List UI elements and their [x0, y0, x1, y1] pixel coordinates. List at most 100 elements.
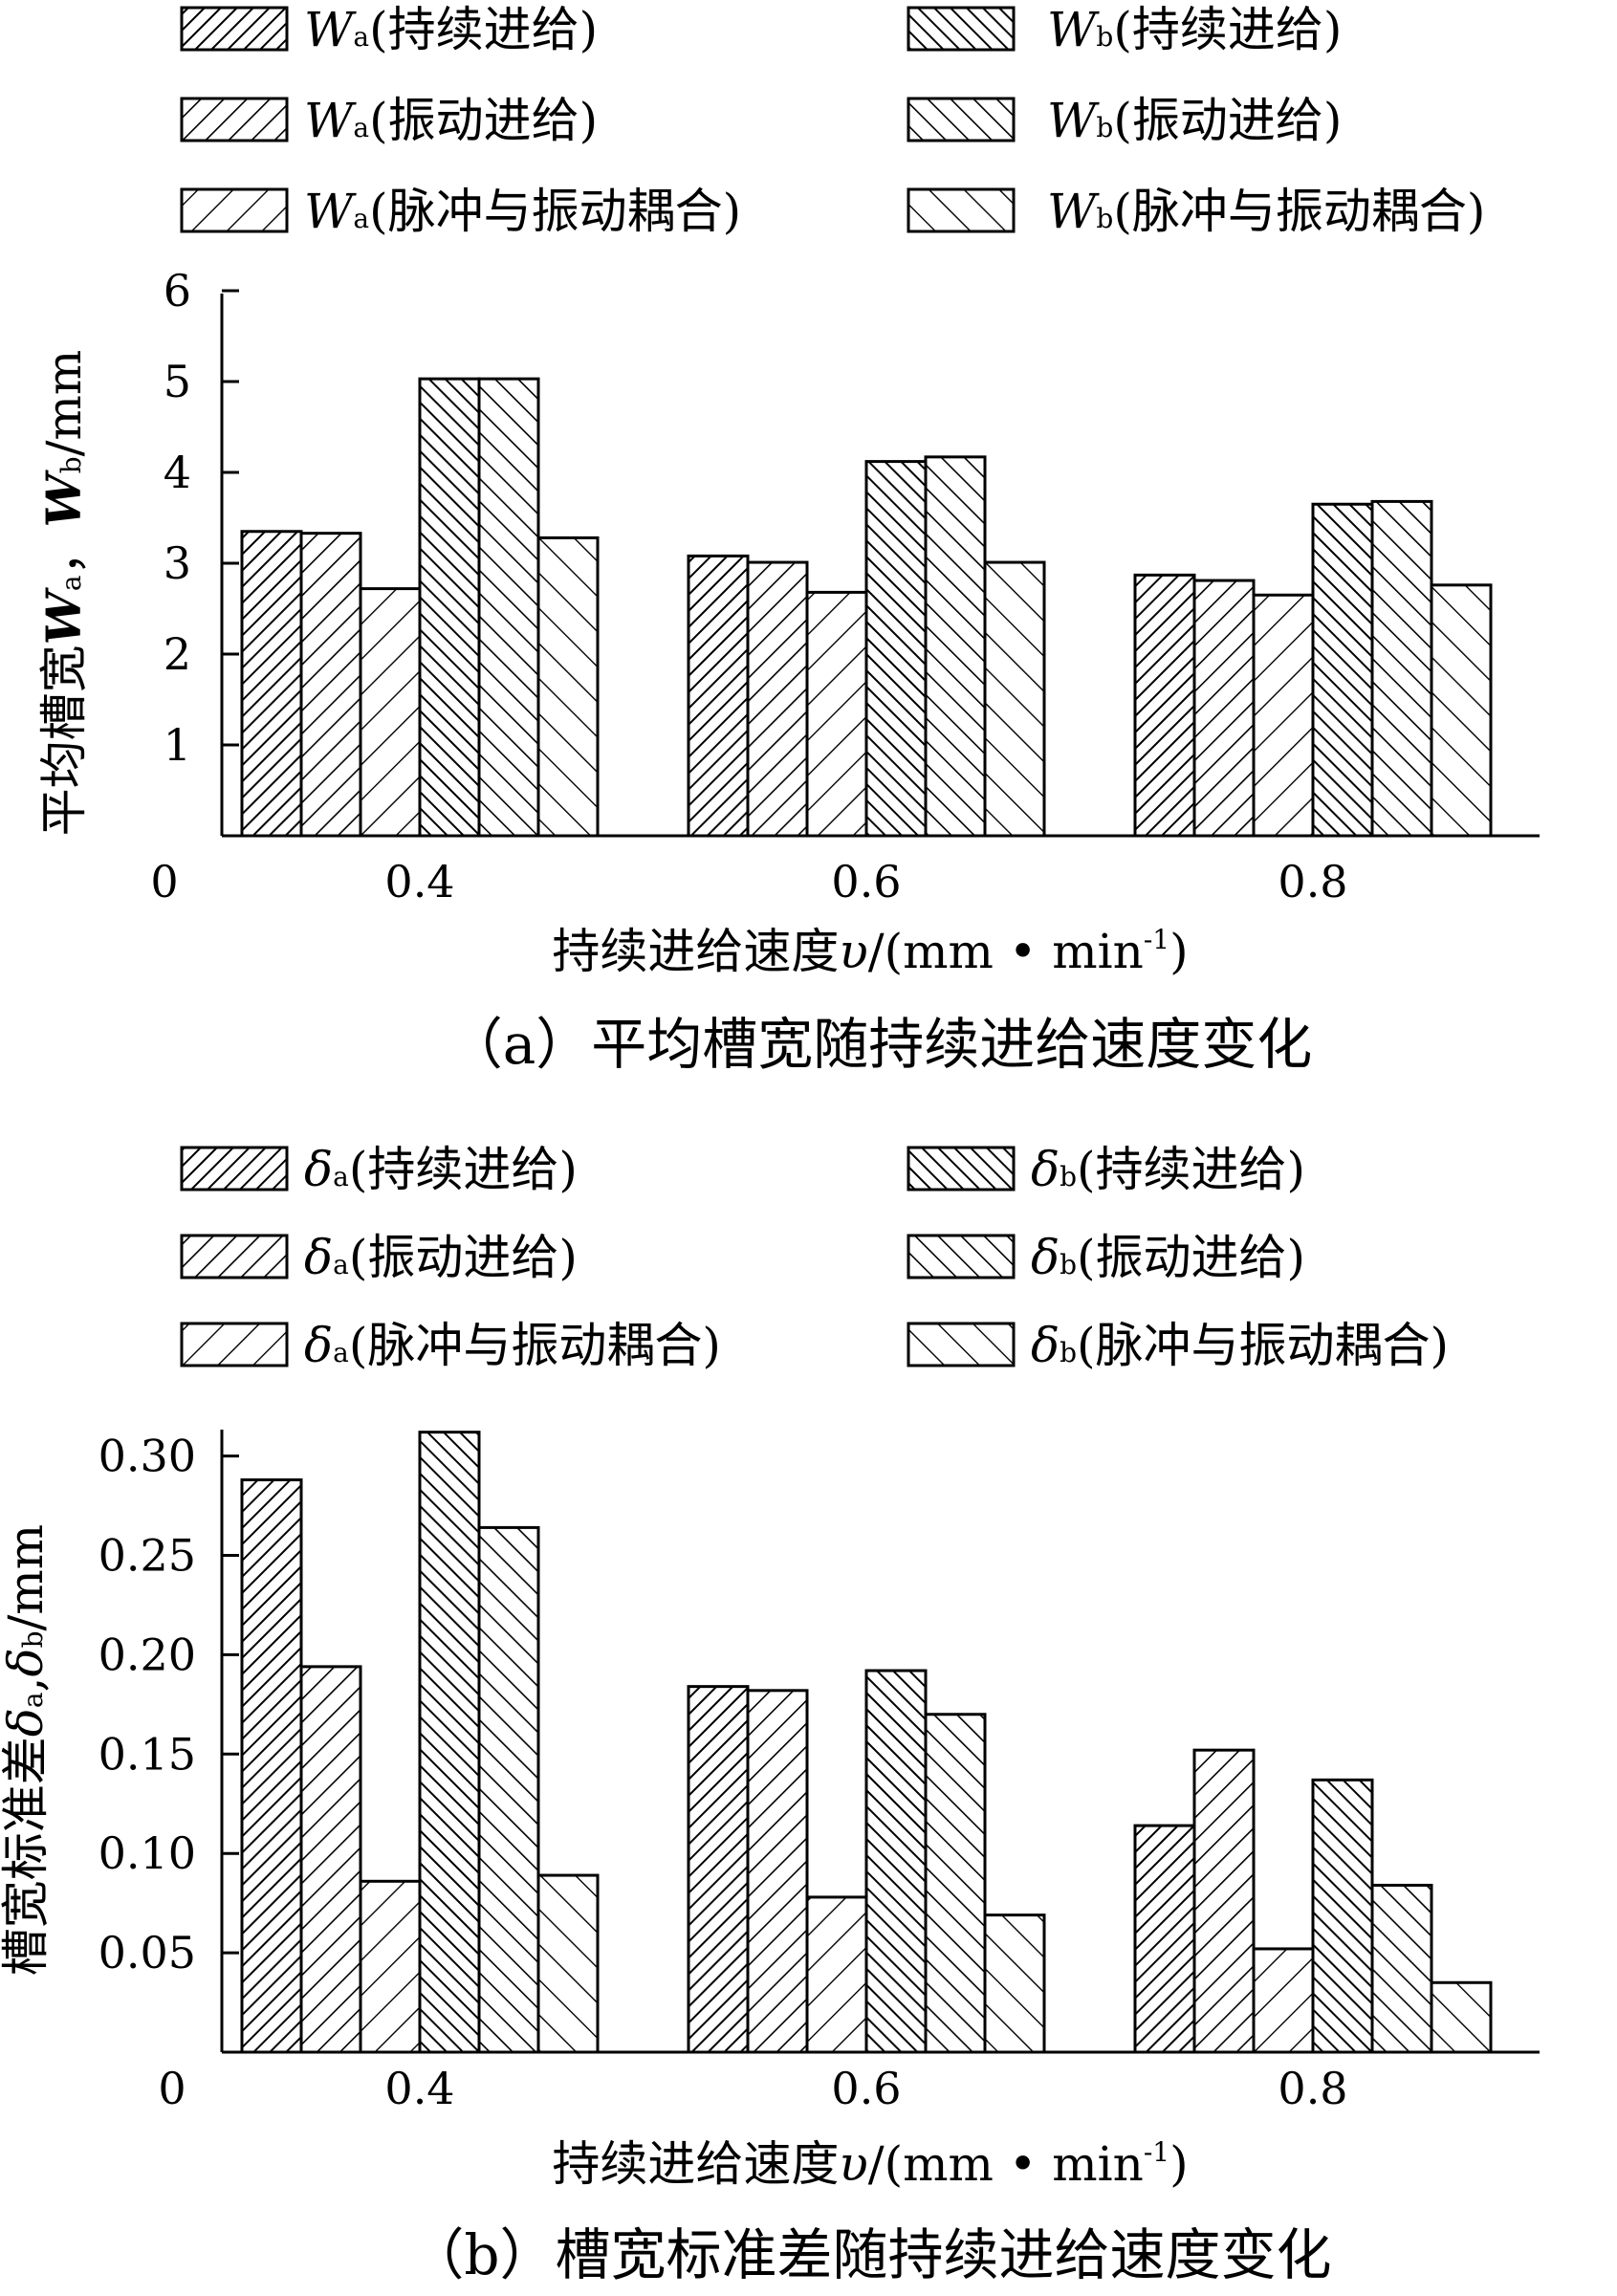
legend-item: Wa(振动进给)	[180, 93, 598, 148]
bar	[983, 560, 1046, 838]
bar	[864, 460, 928, 838]
bar	[805, 1895, 868, 2054]
legend-label: (持续进给)	[369, 2, 598, 57]
legend-swatch	[907, 97, 1016, 142]
legend-swatch	[180, 1234, 289, 1279]
legend-symbol: W	[304, 2, 357, 57]
svg-text:Wa(振动进给): Wa(振动进给)	[304, 93, 598, 148]
legend-symbol: W	[1047, 93, 1100, 148]
bar	[1370, 1883, 1433, 2054]
chart-title: （b）槽宽标准差随持续进给速度变化	[408, 2222, 1331, 2287]
x-tick-label: 0.6	[831, 2063, 901, 2114]
legend-swatch	[907, 6, 1016, 52]
legend-subscript: b	[1096, 21, 1113, 53]
legend-swatch	[907, 187, 1016, 233]
origin-label: 0	[150, 856, 178, 907]
y-tick-label: 2	[164, 628, 191, 680]
y-tick-label: 6	[164, 265, 191, 317]
bars-a	[240, 377, 1493, 838]
legend-a: Wa(持续进给) Wa(振动进给) Wa(脉冲与振动耦合) Wb(持续进给) W…	[180, 2, 1485, 239]
legend-label: (振动进给)	[1077, 1230, 1305, 1285]
legend-item: Wb(持续进给)	[907, 2, 1342, 57]
x-tick-label: 0.6	[831, 856, 901, 907]
svg-text:Wb(振动进给): Wb(振动进给)	[1047, 93, 1342, 148]
panel-b: δa(持续进给) δa(振动进给) δa(脉冲与振动耦合) δb(持续进给) δ…	[0, 1142, 1540, 2287]
legend-label: (脉冲与振动耦合)	[1077, 1318, 1449, 1373]
legend-swatch	[180, 187, 289, 233]
legend-symbol: δ	[1031, 1318, 1060, 1373]
y-tick-label: 0.15	[98, 1728, 196, 1780]
y-tick-label: 0.20	[98, 1629, 196, 1680]
legend-symbol: W	[304, 93, 357, 148]
legend-item: Wa(持续进给)	[180, 2, 598, 57]
legend-item: δb(持续进给)	[907, 1142, 1305, 1197]
legend-item: δa(脉冲与振动耦合)	[180, 1318, 721, 1373]
svg-text:δb(振动进给): δb(振动进给)	[1031, 1230, 1305, 1285]
bar	[1192, 1748, 1256, 2054]
svg-text:δa(脉冲与振动耦合): δa(脉冲与振动耦合)	[304, 1318, 721, 1373]
bar	[1430, 1980, 1493, 2054]
bar	[1430, 583, 1493, 838]
legend-label: (脉冲与振动耦合)	[1113, 184, 1485, 239]
bar	[1192, 579, 1256, 838]
svg-text:δb(脉冲与振动耦合): δb(脉冲与振动耦合)	[1031, 1318, 1449, 1373]
bar	[805, 590, 868, 838]
bar	[359, 1879, 422, 2054]
bar	[536, 1873, 600, 2054]
legend-swatch	[907, 1146, 1016, 1192]
legend-swatch	[180, 97, 289, 142]
legend-symbol: W	[1047, 184, 1100, 239]
bar	[1252, 1947, 1315, 2054]
legend-swatch	[180, 1322, 289, 1367]
legend-symbol: δ	[304, 1318, 333, 1373]
x-tick-label: 0.4	[384, 2063, 454, 2114]
bar	[536, 536, 600, 838]
legend-item: δb(脉冲与振动耦合)	[907, 1318, 1449, 1373]
legend-swatch	[907, 1322, 1016, 1367]
legend-subscript: a	[333, 1249, 349, 1280]
legend-symbol: δ	[1031, 1230, 1060, 1285]
bar	[1311, 1778, 1374, 2054]
legend-subscript: b	[1096, 112, 1113, 143]
bars-b	[240, 1431, 1493, 2054]
legend-symbol: W	[1047, 2, 1100, 57]
legend-swatch	[180, 6, 289, 52]
legend-subscript: a	[353, 112, 369, 143]
legend-subscript: a	[353, 203, 369, 234]
legend-symbol: δ	[304, 1142, 333, 1197]
legend-label: (振动进给)	[1113, 93, 1342, 148]
legend-symbol: δ	[304, 1230, 333, 1285]
legend-label: (振动进给)	[349, 1230, 578, 1285]
bar	[864, 1669, 928, 2054]
legend-symbol: W	[304, 184, 357, 239]
legend-subscript: a	[353, 21, 369, 53]
x-axis-label: 持续进给速度υ/(mm • min-1)	[552, 2136, 1188, 2192]
y-tick-label: 4	[164, 447, 191, 498]
bar	[418, 1431, 481, 2054]
legend-b: δa(持续进给) δa(振动进给) δa(脉冲与振动耦合) δb(持续进给) δ…	[180, 1142, 1449, 1373]
x-axis-ticks-a: 0.4 0.6 0.8	[384, 856, 1347, 907]
bar	[1252, 593, 1315, 838]
legend-subscript: b	[1096, 203, 1113, 234]
legend-subscript: b	[1060, 1337, 1077, 1368]
svg-text:Wb(持续进给): Wb(持续进给)	[1047, 2, 1342, 57]
legend-subscript: a	[333, 1337, 349, 1368]
y-tick-label: 0.30	[98, 1431, 196, 1482]
svg-text:δa(持续进给): δa(持续进给)	[304, 1142, 578, 1197]
svg-text:Wb(脉冲与振动耦合): Wb(脉冲与振动耦合)	[1047, 184, 1485, 239]
bar	[299, 1665, 362, 2054]
bar	[240, 530, 303, 838]
x-axis-ticks-b: 0.4 0.6 0.8	[384, 2063, 1347, 2114]
legend-item: δa(振动进给)	[180, 1230, 578, 1285]
bar	[299, 532, 362, 838]
legend-label: (持续进给)	[1077, 1142, 1305, 1197]
bar	[359, 587, 422, 838]
bar	[924, 455, 987, 838]
bar	[746, 1689, 809, 2054]
legend-item: δb(振动进给)	[907, 1230, 1305, 1285]
bar	[1133, 573, 1196, 838]
legend-swatch	[907, 1234, 1016, 1279]
chart-title: （a）平均槽宽随持续进给速度变化	[448, 1012, 1313, 1077]
bar	[240, 1478, 303, 2054]
